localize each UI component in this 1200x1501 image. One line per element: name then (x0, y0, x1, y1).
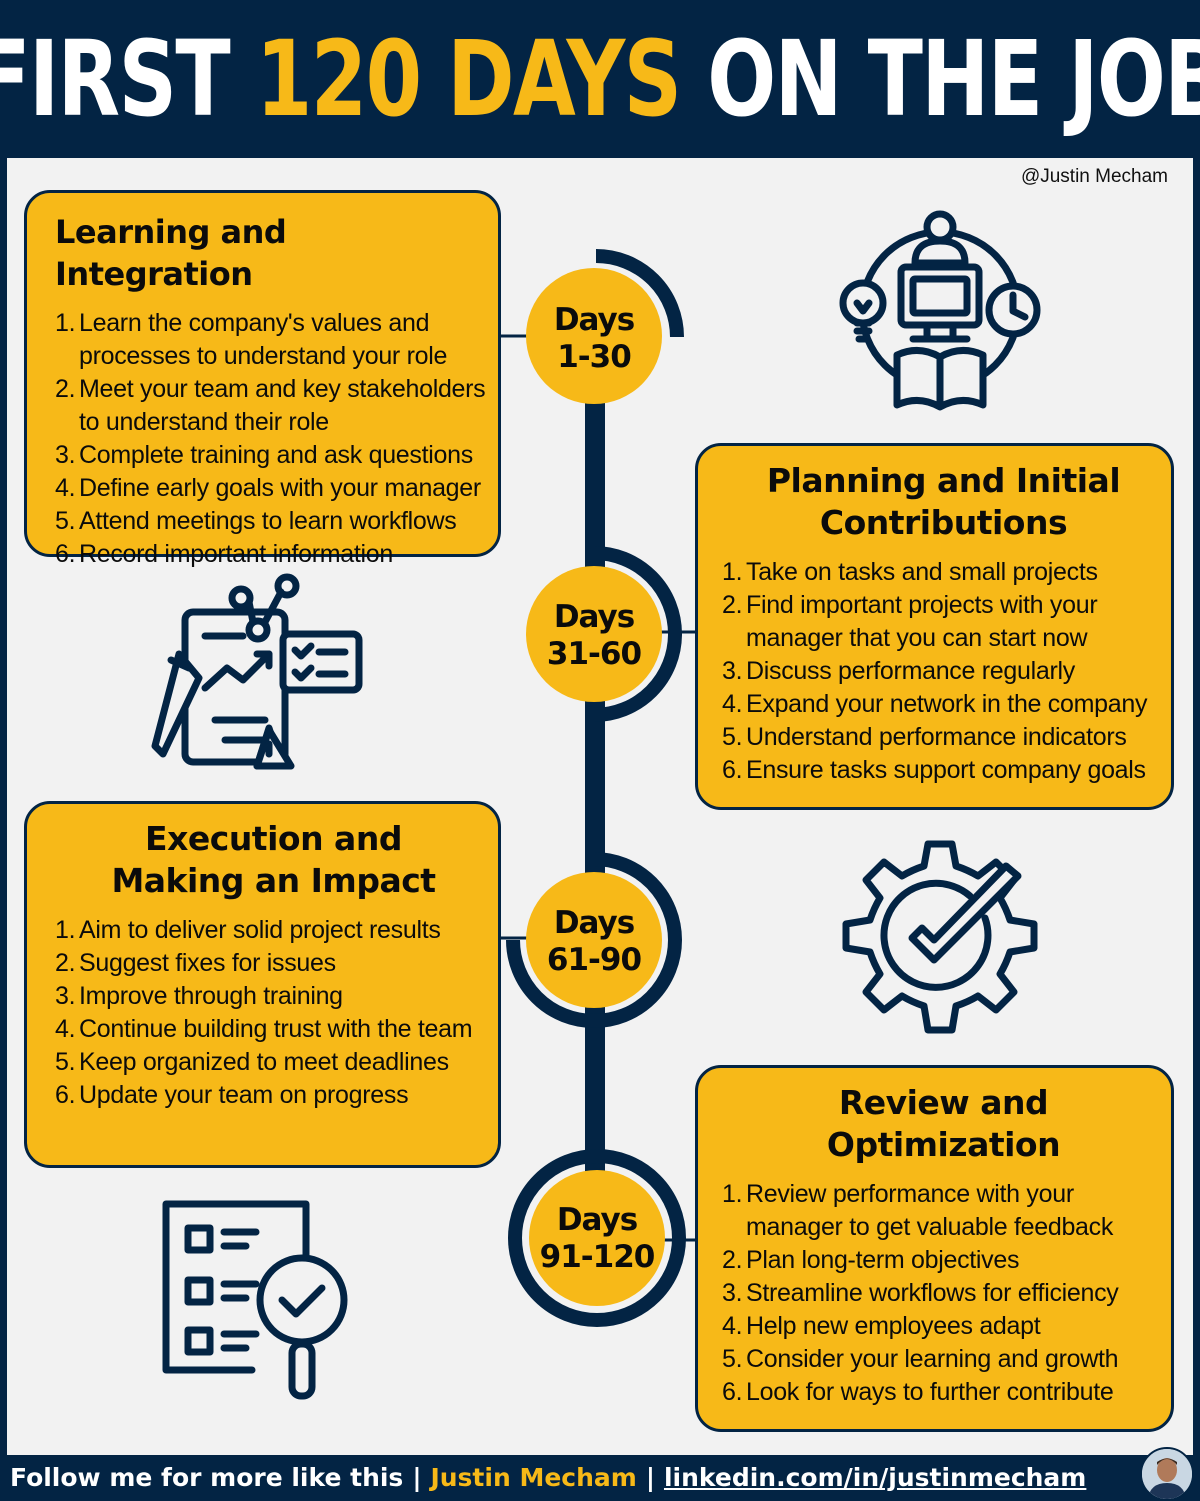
list-item: 4. Expand your network in the company (722, 690, 1148, 718)
avatar (1140, 1447, 1194, 1501)
list-item: 1. Review performance with your manager t… (722, 1180, 1114, 1241)
avatar-portrait-icon (1142, 1449, 1192, 1499)
list-item: 6. Look for ways to further contribute (722, 1378, 1114, 1406)
checklist-magnifier-icon (162, 1200, 348, 1400)
list-item: 3. Streamline workflows for efficiency (722, 1279, 1119, 1307)
node-2-label: Days (554, 599, 634, 635)
list-item: 6. Record important information (55, 540, 393, 568)
node-2-range: 31-60 (547, 636, 642, 672)
list-item: 3. Improve through training (55, 982, 343, 1010)
node-circle-2 (526, 566, 662, 702)
list-item: 4. Help new employees adapt (722, 1312, 1041, 1340)
phase-card-1: Learning and Integration 1. Learn the com… (24, 190, 501, 568)
node-3-range: 61-90 (547, 942, 642, 978)
phase-list: 1. Take on tasks and small projects 2. Fin… (722, 556, 1165, 787)
phase-card-4: Review and Optimization 1. Review perform… (695, 1065, 1174, 1432)
list-item: 6. Ensure tasks support company goals (722, 756, 1146, 784)
header-banner: FIRST 120 DAYS ON THE JOB (0, 0, 1200, 158)
list-item: 2. Plan long-term objectives (722, 1246, 1020, 1274)
page-title: FIRST 120 DAYS ON THE JOB (0, 18, 1200, 140)
node-circle-4 (529, 1170, 665, 1306)
node-4-label: Days (557, 1202, 637, 1238)
phase-list: 1. Review performance with your manager t… (722, 1178, 1165, 1409)
report-checklist-icon (151, 573, 363, 770)
footer-linkedin-link[interactable]: linkedin.com/in/justinmecham (663, 1463, 1087, 1492)
phase-title: Review and Optimization (826, 1083, 1061, 1164)
phase-card-3: Execution and Making an Impact 1. Aim to … (24, 801, 501, 1168)
node-circle-1 (526, 268, 662, 404)
list-item: 1. Aim to deliver solid project results (55, 916, 441, 944)
list-item: 2. Suggest fixes for issues (55, 949, 336, 977)
list-item: 4. Define early goals with your manager (55, 474, 481, 502)
list-item: 1. Learn the company's values and process… (55, 309, 448, 370)
footer-prefix: Follow me for more like this (10, 1463, 404, 1492)
node-4-range: 91-120 (540, 1239, 655, 1275)
node-1-label: Days (554, 302, 634, 338)
list-item: 5. Understand performance indicators (722, 723, 1127, 751)
phase-title: Execution and Making an Impact (111, 819, 436, 900)
phase-card-2: Planning and Initial Contributions 1. Tak… (695, 443, 1174, 810)
node-1-range: 1-30 (557, 339, 631, 375)
list-item: 2. Find important projects with your mana… (722, 591, 1098, 652)
ring-3 (506, 852, 682, 1028)
list-item: 3. Discuss performance regularly (722, 657, 1075, 685)
ring-4 (508, 1149, 686, 1327)
node-circle-3 (526, 872, 662, 1008)
title-highlight: 120 DAYS (256, 18, 682, 140)
list-item: 5. Consider your learning and growth (722, 1345, 1119, 1373)
list-item: 4. Continue building trust with the team (55, 1015, 473, 1043)
list-item: 3. Complete training and ask questions (55, 441, 473, 469)
list-item: 5. Attend meetings to learn workflows (55, 507, 457, 535)
node-3-label: Days (554, 905, 634, 941)
phase-title: Learning and Integration (55, 213, 287, 293)
list-item: 6. Update your team on progress (55, 1081, 409, 1109)
footer-author-name: Justin Mecham (430, 1463, 637, 1492)
list-item: 5. Keep organized to meet deadlines (55, 1048, 449, 1076)
phase-list: 1. Aim to deliver solid project results 2… (55, 914, 492, 1112)
list-item: 1. Take on tasks and small projects (722, 558, 1098, 586)
footer-bar: Follow me for more like this | Justin Me… (0, 1455, 1200, 1500)
author-credit: @Justin Mecham (1020, 166, 1168, 187)
phase-title: Planning and Initial Contributions (766, 461, 1121, 542)
footer-separator: | (645, 1463, 655, 1492)
list-item: 2. Meet your team and key stakeholders to… (55, 375, 486, 436)
timeline-spine (585, 330, 605, 1260)
footer-separator: | (412, 1463, 422, 1492)
ring-1 (595, 249, 684, 338)
learning-computer-icon (839, 210, 1041, 411)
phase-list: 1. Learn the company's values and process… (55, 307, 490, 571)
ring-2 (593, 546, 682, 722)
gear-check-icon (842, 840, 1038, 1034)
